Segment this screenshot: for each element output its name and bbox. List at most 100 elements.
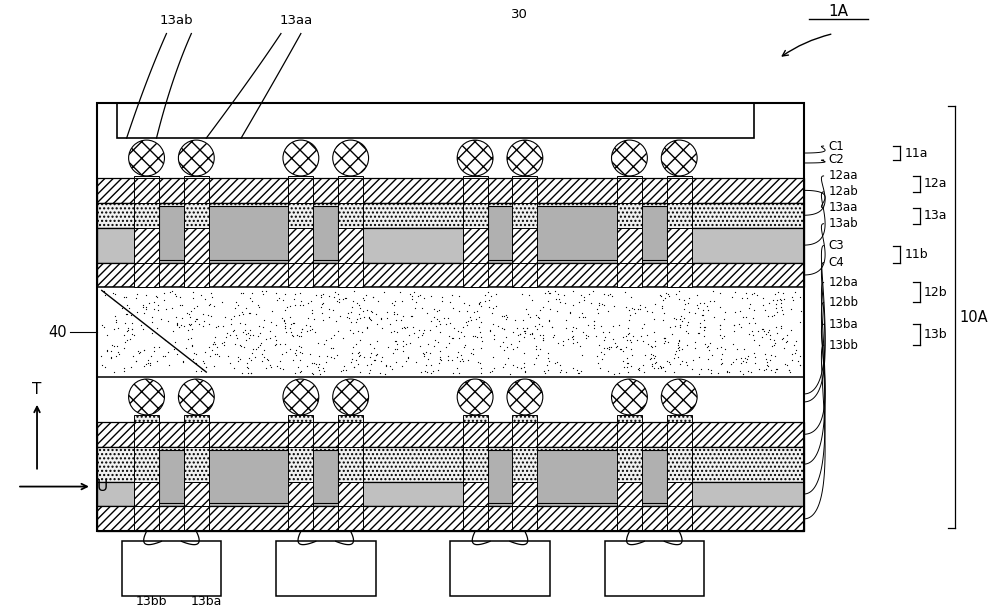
Point: [673, 311, 689, 321]
Point: [627, 307, 643, 317]
Point: [674, 344, 690, 354]
Point: [679, 320, 695, 330]
Point: [514, 290, 530, 299]
Point: [662, 359, 678, 369]
Point: [783, 304, 799, 314]
Point: [275, 295, 291, 305]
Point: [671, 345, 687, 355]
Point: [516, 349, 532, 359]
Point: [106, 367, 122, 377]
Point: [348, 339, 364, 349]
Point: [473, 332, 489, 342]
Point: [515, 323, 531, 333]
Point: [184, 341, 200, 351]
Point: [792, 351, 808, 360]
Point: [238, 335, 254, 345]
Point: [326, 331, 342, 341]
Point: [207, 349, 223, 359]
Point: [646, 327, 662, 337]
Point: [389, 309, 405, 319]
Text: L1: L1: [164, 562, 179, 575]
Bar: [184, 415, 209, 422]
Point: [243, 368, 259, 378]
Point: [207, 339, 223, 349]
Point: [239, 362, 255, 371]
Point: [756, 365, 772, 375]
Point: [202, 299, 218, 309]
Point: [602, 290, 618, 299]
Point: [432, 346, 448, 356]
Point: [591, 340, 607, 350]
Point: [517, 326, 533, 336]
Point: [253, 338, 269, 347]
Point: [228, 330, 244, 339]
Point: [242, 293, 258, 303]
Point: [535, 302, 551, 312]
Point: [230, 301, 246, 310]
Point: [782, 367, 798, 377]
Point: [687, 337, 703, 347]
Bar: [667, 415, 692, 422]
Point: [304, 368, 320, 378]
Point: [216, 338, 232, 347]
Point: [612, 344, 628, 354]
Point: [373, 357, 389, 367]
Point: [208, 322, 224, 332]
Point: [620, 323, 636, 333]
Point: [460, 355, 476, 365]
Point: [215, 321, 231, 331]
Point: [484, 367, 500, 376]
Point: [142, 360, 158, 370]
Point: [545, 331, 561, 341]
Point: [203, 311, 219, 321]
Point: [555, 339, 571, 349]
Point: [473, 301, 489, 311]
Point: [765, 295, 781, 305]
Point: [187, 317, 203, 326]
Point: [608, 342, 624, 352]
Point: [407, 303, 423, 313]
Point: [712, 302, 728, 312]
Point: [768, 364, 784, 374]
Point: [484, 308, 500, 318]
Bar: [288, 422, 313, 447]
Point: [382, 361, 398, 371]
Point: [656, 333, 672, 343]
Point: [404, 294, 420, 304]
Point: [344, 354, 360, 364]
Point: [678, 357, 694, 367]
Point: [325, 305, 341, 315]
Point: [244, 348, 260, 358]
Point: [418, 360, 434, 370]
Point: [586, 320, 602, 330]
Circle shape: [661, 379, 697, 415]
Bar: [338, 203, 363, 228]
Point: [416, 349, 432, 359]
Point: [331, 294, 347, 304]
Point: [574, 350, 590, 360]
Point: [276, 315, 292, 325]
Point: [318, 357, 334, 367]
Text: 13a: 13a: [924, 209, 948, 222]
Point: [459, 306, 475, 316]
Point: [146, 304, 162, 314]
Point: [456, 298, 472, 308]
Point: [374, 352, 390, 362]
Point: [716, 331, 732, 341]
Point: [575, 312, 591, 322]
Point: [432, 352, 448, 362]
Bar: [184, 506, 209, 532]
Point: [601, 327, 617, 337]
Point: [160, 316, 176, 326]
Point: [680, 298, 696, 307]
Point: [769, 328, 785, 338]
Point: [240, 328, 256, 338]
Point: [528, 344, 544, 354]
Point: [129, 307, 145, 317]
Point: [623, 293, 639, 302]
Point: [345, 296, 361, 306]
Point: [351, 347, 367, 357]
Point: [118, 293, 134, 302]
Point: [699, 342, 715, 352]
Point: [690, 303, 706, 313]
